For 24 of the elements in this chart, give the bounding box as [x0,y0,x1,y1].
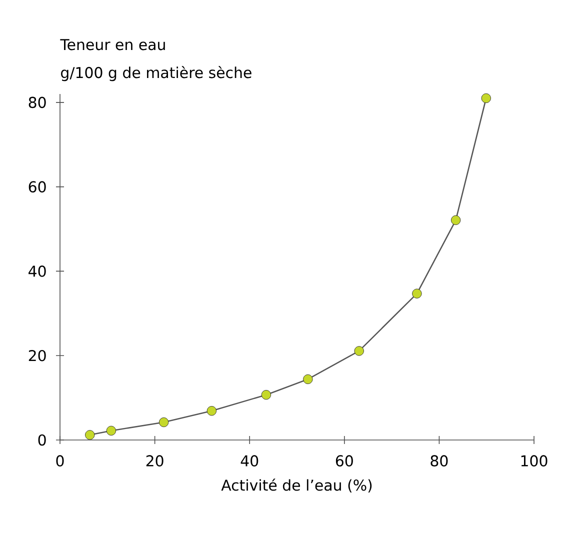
y-tick-label: 80 [28,96,46,108]
point [261,390,272,400]
y-tick-label: 60 [28,181,46,192]
text: g/100 g de matière sèche [61,66,252,82]
x-tick-label: 60 [336,455,353,466]
point [412,288,422,298]
x-tick-label: 100 [521,455,548,466]
point [354,346,364,356]
x-tick-label: 80 [430,455,448,466]
y-tick-label: 20 [28,350,46,362]
x-tick-label: 0 [56,455,64,466]
point [303,374,313,384]
y-axis-title: Teneur en eau [60,39,165,50]
point [158,417,169,428]
point [85,430,95,440]
point [450,215,461,225]
point [106,426,116,436]
y-tick-label: 40 [28,266,46,277]
point [206,406,217,416]
x-axis-title: Activité de l’eau (%) [221,478,372,493]
y-tick-label: 0 [38,434,46,446]
x-tick-label: 20 [146,455,164,466]
x-tick-label: 40 [240,455,258,466]
point [481,93,491,104]
